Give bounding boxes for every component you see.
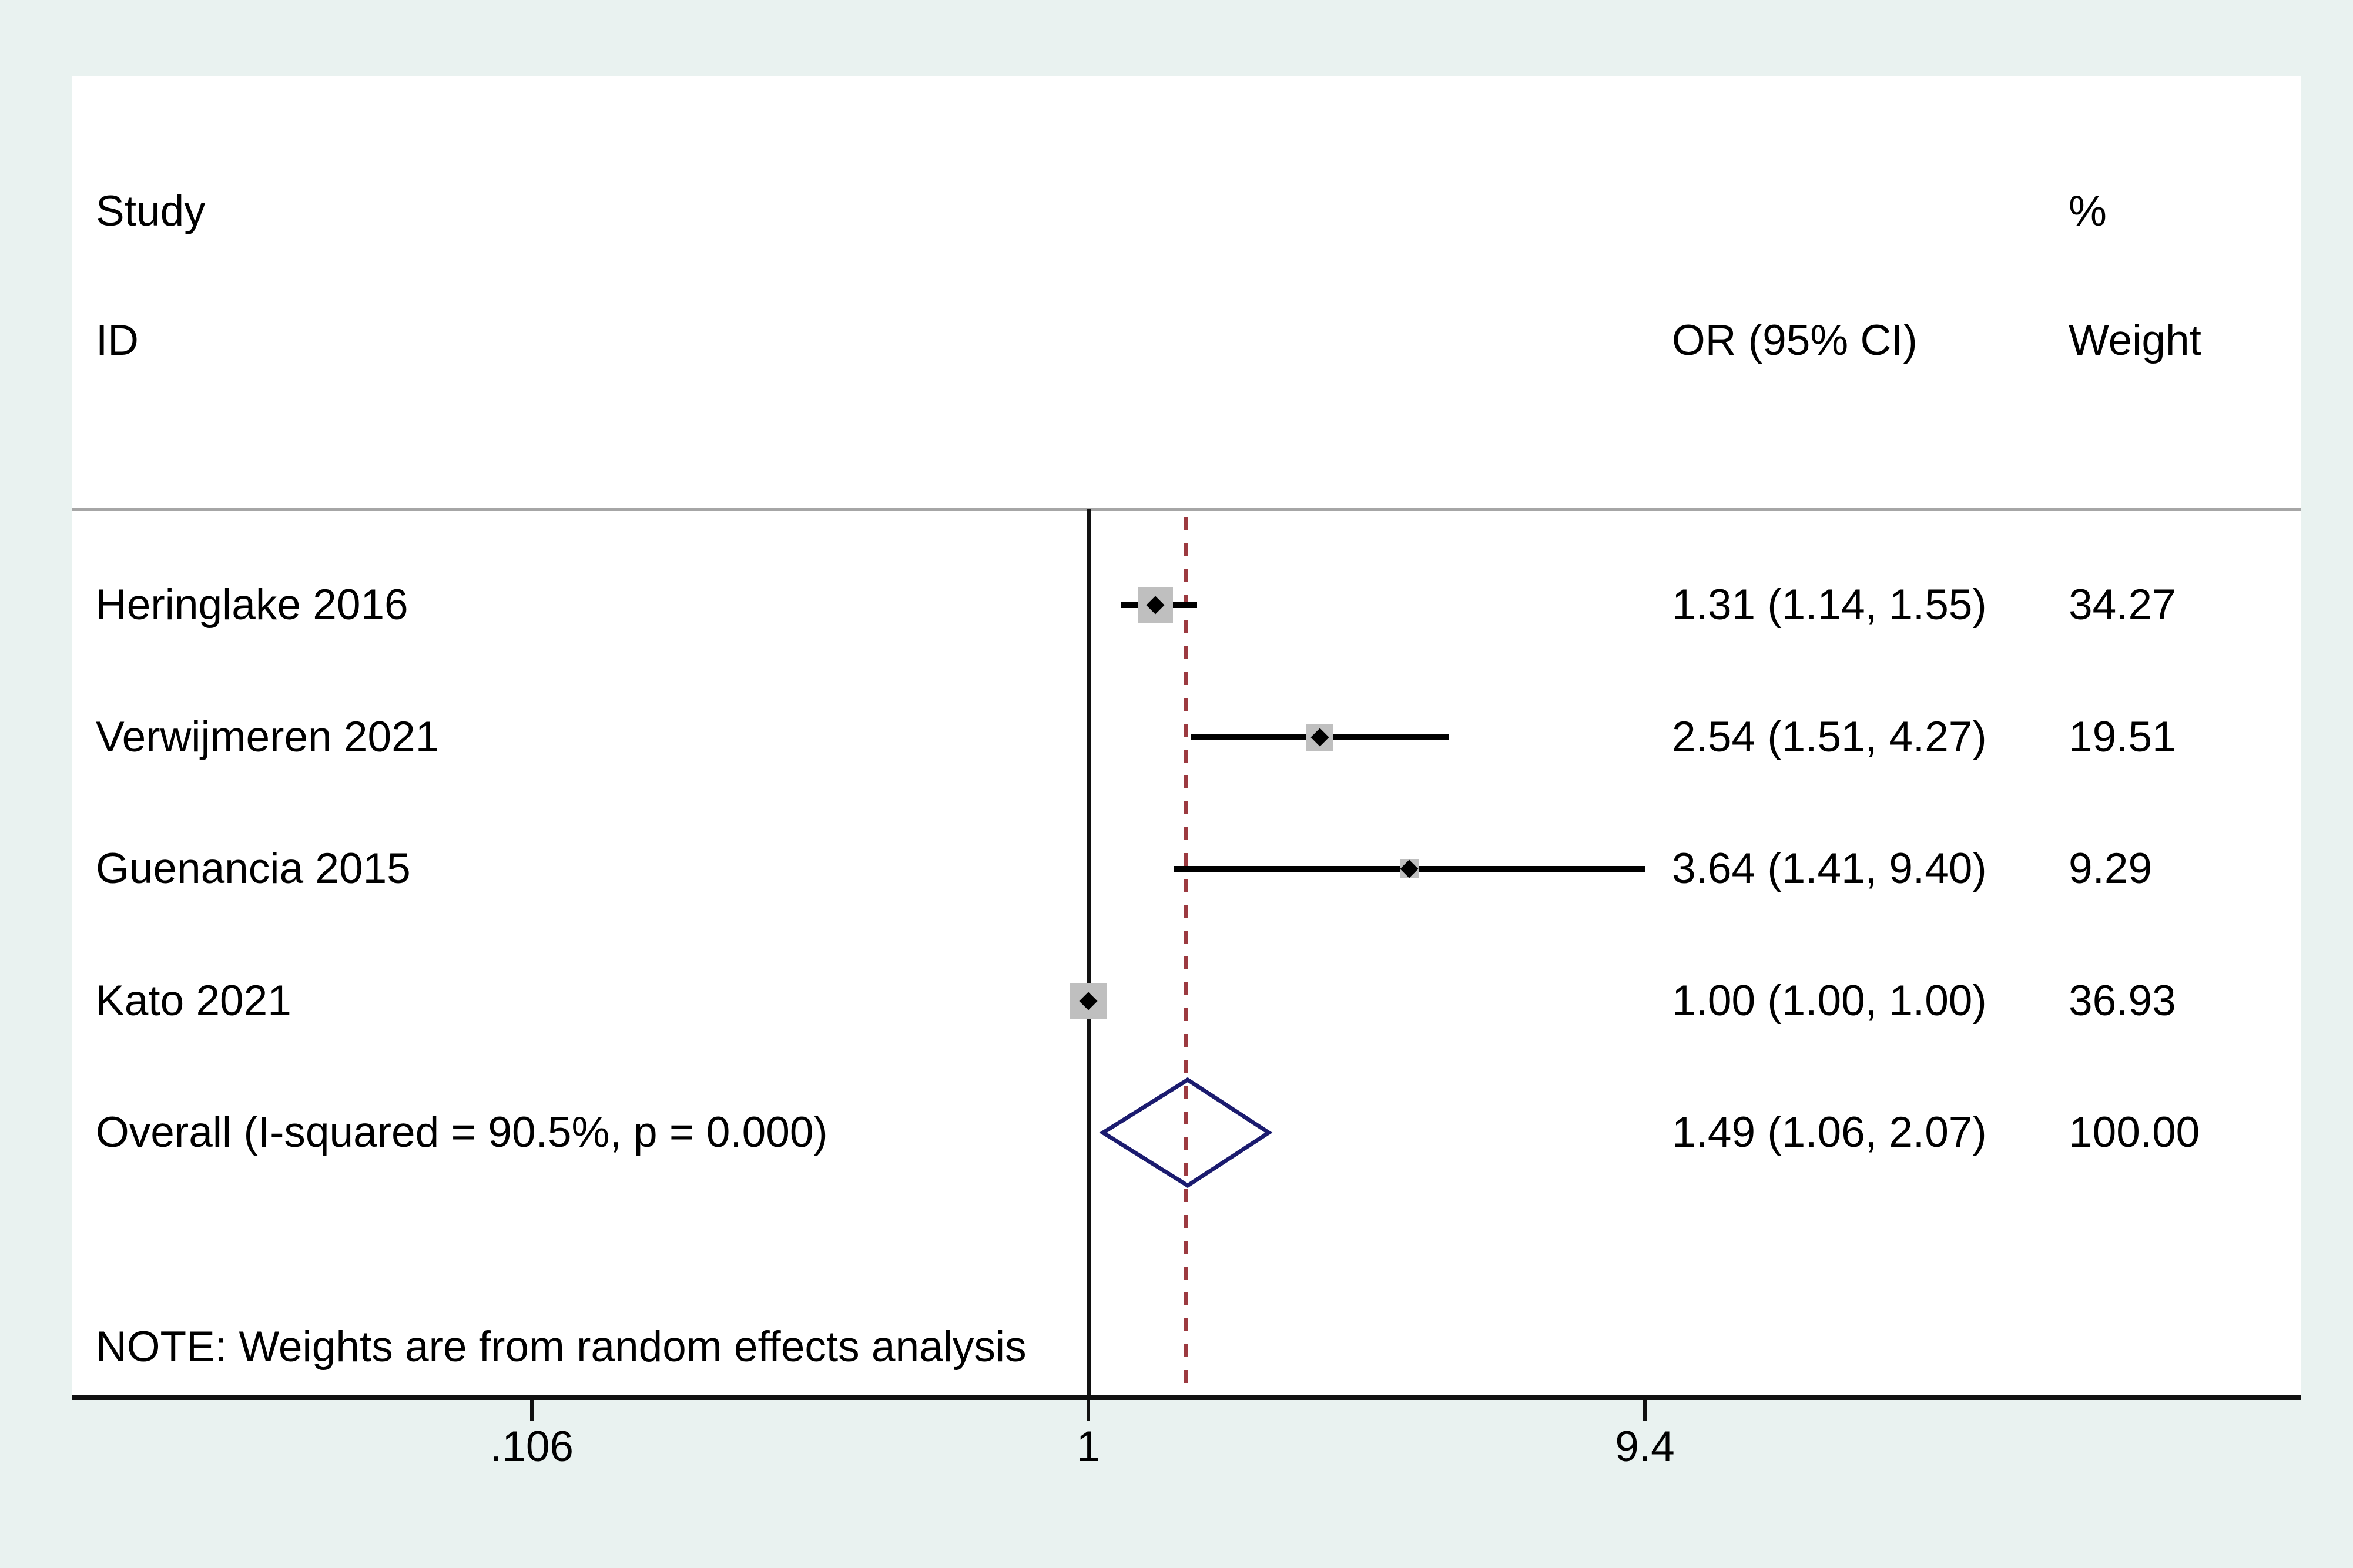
study-weight: 9.29 <box>2069 845 2153 892</box>
x-axis-line <box>72 1395 2301 1400</box>
x-axis-tick <box>1087 1400 1090 1421</box>
study-label: Guenancia 2015 <box>96 845 411 892</box>
x-tick-label: 9.4 <box>1615 1423 1675 1470</box>
x-axis-tick <box>530 1400 534 1421</box>
header-percent: % <box>2069 187 2107 235</box>
study-label: Heringlake 2016 <box>96 581 408 629</box>
x-tick-label: 1 <box>1076 1423 1101 1470</box>
random-effects-note: NOTE: Weights are from random effects an… <box>96 1323 1027 1371</box>
study-label: Verwijmeren 2021 <box>96 713 440 761</box>
x-axis-tick <box>1643 1400 1647 1421</box>
overall-weight: 100.00 <box>2069 1109 2200 1156</box>
study-label: Kato 2021 <box>96 977 291 1025</box>
study-or-ci: 3.64 (1.41, 9.40) <box>1672 845 1987 892</box>
header-divider-line <box>72 508 2301 511</box>
header-or-ci: OR (95% CI) <box>1672 317 1918 364</box>
study-or-ci: 2.54 (1.51, 4.27) <box>1672 713 1987 761</box>
study-or-ci: 1.31 (1.14, 1.55) <box>1672 581 1987 629</box>
overall-or-ci: 1.49 (1.06, 2.07) <box>1672 1109 1987 1156</box>
null-effect-line <box>1087 509 1091 1395</box>
pooled-estimate-dashed-line <box>1184 517 1188 1395</box>
study-or-ci: 1.00 (1.00, 1.00) <box>1672 977 1987 1025</box>
study-weight: 34.27 <box>2069 581 2176 629</box>
study-weight: 19.51 <box>2069 713 2176 761</box>
x-tick-label: .106 <box>490 1423 574 1470</box>
header-weight: Weight <box>2069 317 2201 364</box>
header-study: Study <box>96 187 206 235</box>
header-id: ID <box>96 317 139 364</box>
overall-label: Overall (I-squared = 90.5%, p = 0.000) <box>96 1109 828 1156</box>
study-weight: 36.93 <box>2069 977 2176 1025</box>
